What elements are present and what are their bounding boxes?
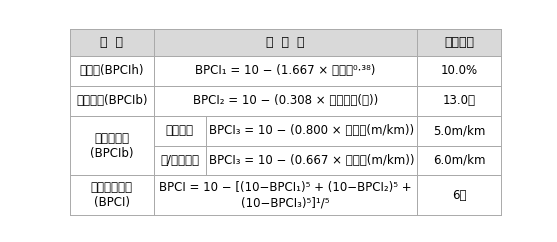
Bar xyxy=(154,145,206,175)
Text: 주/보조간선: 주/보조간선 xyxy=(160,154,199,167)
Text: BPCI = 10 − [(10−BPCI₁)⁵ + (10−BPCI₂)⁵ +
(10−BPCI₃)⁵]¹/⁵: BPCI = 10 − [(10−BPCI₁)⁵ + (10−BPCI₂)⁵ +… xyxy=(159,181,412,209)
Bar xyxy=(417,56,501,86)
Bar xyxy=(70,86,154,116)
Text: 포장상태지수
(BPCI): 포장상태지수 (BPCI) xyxy=(91,181,133,209)
Bar xyxy=(154,175,417,215)
Text: 13.0㎍: 13.0㎍ xyxy=(443,94,476,107)
Bar xyxy=(206,116,417,145)
Bar xyxy=(154,116,206,145)
Bar xyxy=(417,116,501,145)
Text: 6.0m/km: 6.0m/km xyxy=(433,154,486,167)
Bar xyxy=(154,86,417,116)
Text: 균열률(BPCIh): 균열률(BPCIh) xyxy=(80,64,144,77)
Bar xyxy=(70,116,154,175)
Bar xyxy=(417,86,501,116)
Text: 6점: 6점 xyxy=(452,189,466,202)
Bar xyxy=(70,175,154,215)
Text: BPCI₃ = 10 − (0.667 × 평탄성(m/km)): BPCI₃ = 10 − (0.667 × 평탄성(m/km)) xyxy=(209,154,414,167)
Text: 종단평탄성
(BPCIb): 종단평탄성 (BPCIb) xyxy=(90,131,134,159)
Text: 5.0m/km: 5.0m/km xyxy=(433,124,485,137)
Text: 10.0%: 10.0% xyxy=(441,64,478,77)
Text: BPCI₂ = 10 − (0.308 × 소성변형(㎍)): BPCI₂ = 10 − (0.308 × 소성변형(㎍)) xyxy=(193,94,378,107)
Bar xyxy=(70,56,154,86)
Text: 산  출  식: 산 출 식 xyxy=(266,36,305,49)
Text: 구  분: 구 분 xyxy=(100,36,123,49)
Bar xyxy=(154,56,417,86)
Bar xyxy=(206,145,417,175)
Bar xyxy=(417,175,501,215)
Text: BPCI₁ = 10 − (1.667 × 균열률⁰⋅³⁸): BPCI₁ = 10 − (1.667 × 균열률⁰⋅³⁸) xyxy=(196,64,375,77)
Bar xyxy=(70,29,154,56)
Text: 관리기준: 관리기준 xyxy=(444,36,474,49)
Bar xyxy=(417,29,501,56)
Text: BPCI₃ = 10 − (0.800 × 평탄성(m/km)): BPCI₃ = 10 − (0.800 × 평탄성(m/km)) xyxy=(209,124,414,137)
Text: 도시고속: 도시고속 xyxy=(165,124,194,137)
Text: 소성변형(BPCIb): 소성변형(BPCIb) xyxy=(76,94,148,107)
Bar xyxy=(154,29,417,56)
Bar xyxy=(417,145,501,175)
